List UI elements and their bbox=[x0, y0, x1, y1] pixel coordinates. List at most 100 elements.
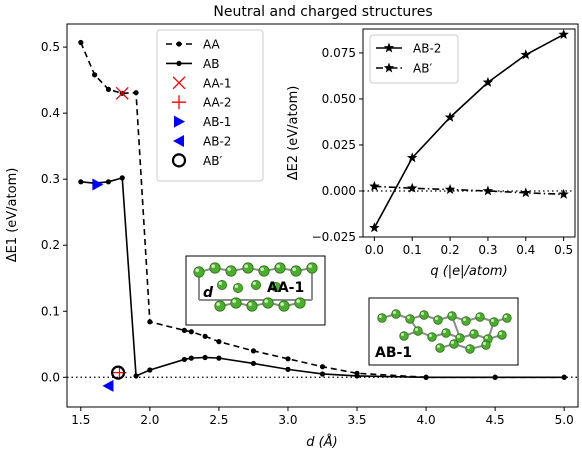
atom-sphere bbox=[435, 343, 445, 353]
atom-highlight bbox=[456, 334, 460, 338]
structure-image-aa1: d AA-1 bbox=[185, 255, 326, 326]
legend-label: AB′ bbox=[413, 62, 432, 76]
data-point-1 bbox=[492, 374, 498, 380]
special-point bbox=[115, 86, 129, 100]
atom-highlight bbox=[216, 302, 220, 306]
atom-highlight bbox=[308, 264, 312, 268]
inset-legend: AB-2 AB′ bbox=[376, 42, 441, 76]
legend-marker bbox=[176, 41, 182, 47]
atom-sphere bbox=[447, 311, 457, 321]
atom-sphere bbox=[193, 266, 205, 278]
legend-label: AB-2 bbox=[203, 135, 231, 149]
atom-sphere bbox=[377, 313, 387, 323]
data-point-0 bbox=[133, 90, 139, 96]
legend-label: AA-1 bbox=[203, 76, 231, 90]
data-point-1 bbox=[105, 179, 112, 185]
inset-series-group bbox=[369, 29, 569, 233]
atom-sphere bbox=[262, 297, 274, 309]
atom-highlight bbox=[248, 302, 252, 306]
atom-sphere bbox=[469, 329, 479, 339]
inset-y-axis-label: ΔE2 (eV/atom) bbox=[286, 86, 301, 181]
atom-sphere bbox=[419, 310, 429, 320]
structure-ab1-label: AB-1 bbox=[375, 345, 412, 361]
data-point-0 bbox=[319, 364, 326, 370]
data-point-0 bbox=[216, 339, 222, 345]
data-point-1 bbox=[250, 360, 257, 367]
legend-marker bbox=[174, 115, 185, 128]
atom-highlight bbox=[264, 299, 268, 303]
data-point-0 bbox=[444, 111, 456, 122]
atom-sphere bbox=[489, 317, 499, 327]
atom-sphere bbox=[413, 326, 423, 336]
data-point-0 bbox=[92, 72, 98, 78]
main-x-axis-label: d (Å) bbox=[306, 434, 337, 450]
data-point-0 bbox=[285, 356, 291, 362]
data-point-0 bbox=[202, 333, 208, 339]
data-point-0 bbox=[482, 76, 494, 87]
y-tick-label: 0.1 bbox=[41, 304, 60, 318]
main-axis-ticks: 1.5 2.0 2.5 3.0 3.5 4.0 4.5 5.00.00.10.20.30.40… bbox=[41, 40, 574, 427]
atom-sphere bbox=[258, 265, 270, 277]
atom-highlight bbox=[218, 281, 222, 286]
legend-label: AA-2 bbox=[203, 96, 231, 110]
legend-marker bbox=[171, 153, 187, 168]
data-point-1 bbox=[444, 184, 456, 194]
atom-sphere bbox=[399, 331, 409, 341]
legend-label: AB-2 bbox=[413, 42, 441, 56]
data-point-1 bbox=[561, 374, 567, 380]
atom-sphere bbox=[475, 312, 485, 322]
x-tick-label: 0.3 bbox=[478, 243, 497, 257]
legend-marker bbox=[176, 60, 182, 66]
data-point-0 bbox=[105, 86, 112, 92]
atom-sphere bbox=[209, 262, 221, 274]
atom-highlight bbox=[234, 284, 238, 289]
special-point bbox=[92, 178, 104, 191]
atom-sphere bbox=[225, 265, 237, 277]
atom-highlight bbox=[272, 283, 277, 288]
y-tick-label: 0.025 bbox=[322, 138, 356, 152]
data-point-1 bbox=[147, 367, 153, 373]
x-tick-label: 4.5 bbox=[486, 413, 505, 427]
atom-highlight bbox=[503, 314, 507, 318]
data-point-0 bbox=[147, 319, 153, 325]
structure-d-label: d bbox=[203, 285, 214, 301]
data-point-1 bbox=[423, 374, 429, 380]
data-point-1 bbox=[482, 185, 494, 196]
inset-x-axis-label-text: q (|e|/atom) bbox=[430, 264, 507, 279]
atom-sphere bbox=[391, 309, 401, 319]
data-point-1 bbox=[520, 187, 532, 198]
atom-highlight bbox=[448, 312, 452, 316]
data-point-0 bbox=[188, 329, 194, 335]
x-tick-label: 5.0 bbox=[555, 413, 574, 427]
atom-sphere bbox=[427, 332, 437, 342]
x-tick-label: 4.0 bbox=[417, 413, 436, 427]
data-point-1 bbox=[285, 366, 291, 372]
data-point-1 bbox=[181, 356, 187, 363]
legend-marker bbox=[383, 42, 395, 53]
atom-highlight bbox=[498, 331, 502, 335]
atom-highlight bbox=[442, 329, 446, 333]
atom-highlight bbox=[420, 311, 424, 315]
data-point-0 bbox=[181, 327, 187, 333]
x-tick-label: 0.1 bbox=[403, 243, 422, 257]
atom-highlight bbox=[414, 327, 418, 331]
y-tick-label: 0.075 bbox=[322, 46, 356, 60]
legend-marker bbox=[173, 135, 184, 147]
atom-highlight bbox=[232, 299, 236, 303]
data-point-0 bbox=[250, 348, 257, 354]
chart-title: Neutral and charged structures bbox=[213, 4, 432, 20]
atom-sphere bbox=[232, 282, 243, 293]
atom-highlight bbox=[434, 316, 438, 320]
atom-highlight bbox=[292, 267, 296, 271]
inset-x-axis-label: q (|e|/atom) bbox=[430, 264, 507, 279]
y-tick-label: −0.025 bbox=[312, 230, 356, 244]
legend-marker bbox=[172, 76, 186, 90]
atom-sphere bbox=[290, 265, 302, 277]
atom-highlight bbox=[244, 264, 248, 268]
atom-sphere bbox=[497, 330, 507, 340]
atom-highlight bbox=[490, 318, 494, 322]
atom-sphere bbox=[274, 262, 286, 274]
data-point-0 bbox=[406, 152, 418, 163]
atom-highlight bbox=[211, 264, 215, 268]
